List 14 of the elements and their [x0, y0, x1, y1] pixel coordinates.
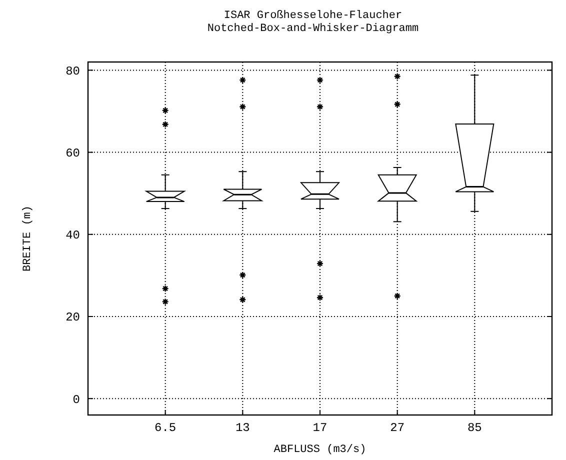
- x-tick-label: 17: [312, 421, 328, 435]
- x-tick-label: 27: [390, 421, 405, 435]
- x-axis-title: ABFLUSS (m3/s): [274, 444, 366, 456]
- y-tick-label: 40: [66, 228, 80, 243]
- y-tick-label: 0: [72, 392, 80, 407]
- y-tick-label: 60: [66, 146, 80, 160]
- chart-subtitle: Notched-Box-and-Whisker-Diagramm: [207, 23, 420, 35]
- x-tick-label: 13: [235, 421, 250, 435]
- chart-title: ISAR Großhesselohe-Flaucher: [224, 10, 402, 22]
- y-tick-label: 20: [66, 310, 80, 325]
- y-axis-title: BREITE (m): [22, 205, 34, 272]
- x-tick-label: 6.5: [154, 421, 176, 435]
- x-tick-label: 85: [467, 421, 482, 435]
- y-tick-label: 80: [66, 64, 80, 78]
